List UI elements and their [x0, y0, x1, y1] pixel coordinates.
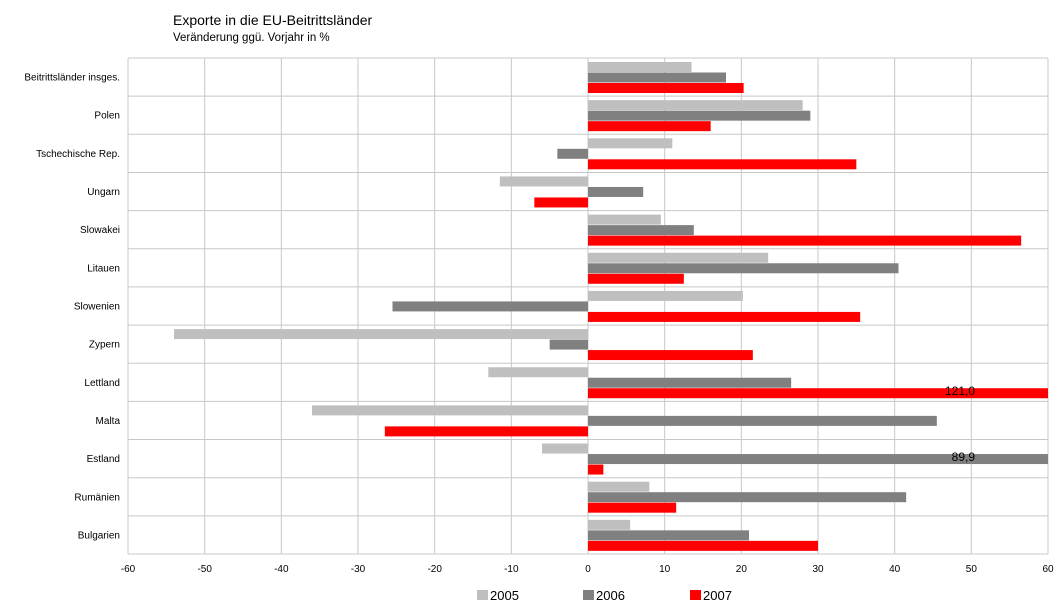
legend-label-2006: 2006 [596, 588, 625, 603]
x-tick-label: -40 [274, 564, 289, 575]
legend-label-2005: 2005 [490, 588, 519, 603]
bar-2006-slowenien [392, 301, 588, 312]
x-tick-label: -10 [504, 564, 519, 575]
x-tick-label: 30 [812, 564, 824, 575]
x-tick-label: -60 [121, 564, 136, 575]
bar-2007-polen [588, 121, 711, 132]
bar-2007-estland [588, 464, 604, 475]
data-label-estland: 89,9 [952, 450, 976, 464]
bar-2007-ungarn [534, 197, 588, 208]
legend-swatch-2006 [583, 590, 594, 600]
category-label-bulgarien: Bulgarien [78, 530, 120, 541]
bar-2005-lettland [488, 367, 588, 378]
bar-2007-zypern [588, 350, 753, 361]
category-label-beitrittslaender-insges: Beitrittsländer insges. [24, 73, 120, 84]
legend-swatch-2007 [690, 590, 701, 600]
x-tick-label: 50 [966, 564, 978, 575]
legend-label-2007: 2007 [703, 588, 732, 603]
grid-lines [127, 57, 1049, 555]
bar-2006-tschechische-rep [557, 148, 588, 159]
bar-2006-litauen [588, 263, 899, 274]
category-label-slowakei: Slowakei [80, 225, 120, 236]
bar-2005-litauen [588, 252, 769, 263]
category-label-malta: Malta [96, 416, 121, 427]
bar-2006-malta [588, 415, 937, 426]
legend: 2005 2006 2007 [477, 588, 732, 603]
bar-2006-lettland [588, 377, 792, 388]
data-labels: 121,0 89,9 [945, 384, 975, 464]
bar-2005-bulgarien [588, 519, 631, 530]
category-label-estland: Estland [87, 454, 120, 465]
x-tick-labels: -60 -50 -40 -30 -20 -10 0 10 20 30 40 50 60 [121, 564, 1054, 575]
bar-2006-polen [588, 110, 811, 121]
category-label-slowenien: Slowenien [74, 302, 120, 313]
category-label-ungarn: Ungarn [87, 187, 120, 198]
bar-2007-beitrittslaender-insges [588, 83, 744, 93]
bar-2006-zypern [549, 339, 588, 350]
x-tick-label: -30 [351, 564, 366, 575]
bar-2006-bulgarien [588, 530, 749, 541]
bar-2007-slowakei [588, 235, 1022, 246]
data-label-lettland: 121,0 [945, 384, 975, 398]
bar-2005-rumaenien [588, 481, 650, 492]
bar-2005-tschechische-rep [588, 138, 673, 149]
category-labels: Beitrittsländer insges. Polen Tschechische… [24, 73, 120, 542]
bar-2005-polen [588, 100, 803, 111]
category-label-tschechische-rep: Tschechische Rep. [36, 149, 120, 160]
x-tick-label: 20 [736, 564, 748, 575]
bar-2006-ungarn [588, 186, 644, 197]
category-label-zypern: Zypern [89, 340, 120, 351]
x-tick-label: 60 [1042, 564, 1054, 575]
bar-2005-slowenien [588, 290, 743, 301]
bar-2005-estland [542, 443, 588, 454]
bar-2007-lettland [588, 388, 1048, 399]
x-tick-label: 0 [585, 564, 591, 575]
x-tick-label: -20 [427, 564, 442, 575]
bar-2005-beitrittslaender-insges [588, 62, 692, 72]
bar-2006-beitrittslaender-insges [588, 72, 726, 83]
bar-2007-bulgarien [588, 540, 818, 551]
bar-2006-estland [588, 454, 1048, 465]
category-label-rumaenien: Rumänien [74, 492, 120, 503]
category-label-lettland: Lettland [84, 378, 120, 389]
bars [174, 62, 1048, 551]
x-tick-label: 10 [659, 564, 671, 575]
chart-title: Exporte in die EU-Beitrittsländer [173, 12, 373, 28]
x-tick-label: -50 [197, 564, 212, 575]
chart-subtitle: Veränderung ggü. Vorjahr in % [173, 32, 330, 44]
bar-2005-zypern [174, 329, 588, 340]
category-label-litauen: Litauen [87, 263, 120, 274]
bar-2005-malta [312, 405, 588, 416]
bar-2007-tschechische-rep [588, 159, 857, 170]
bar-2007-rumaenien [588, 502, 677, 513]
bar-2005-slowakei [588, 214, 661, 225]
bar-2006-slowakei [588, 225, 694, 236]
bar-2007-malta [384, 426, 588, 437]
legend-swatch-2005 [477, 590, 488, 600]
bar-2007-slowenien [588, 311, 861, 322]
bar-2005-ungarn [499, 176, 588, 187]
x-tick-label: 40 [889, 564, 901, 575]
bar-2006-rumaenien [588, 492, 907, 503]
bar-2007-litauen [588, 273, 684, 284]
category-label-polen: Polen [94, 111, 120, 122]
